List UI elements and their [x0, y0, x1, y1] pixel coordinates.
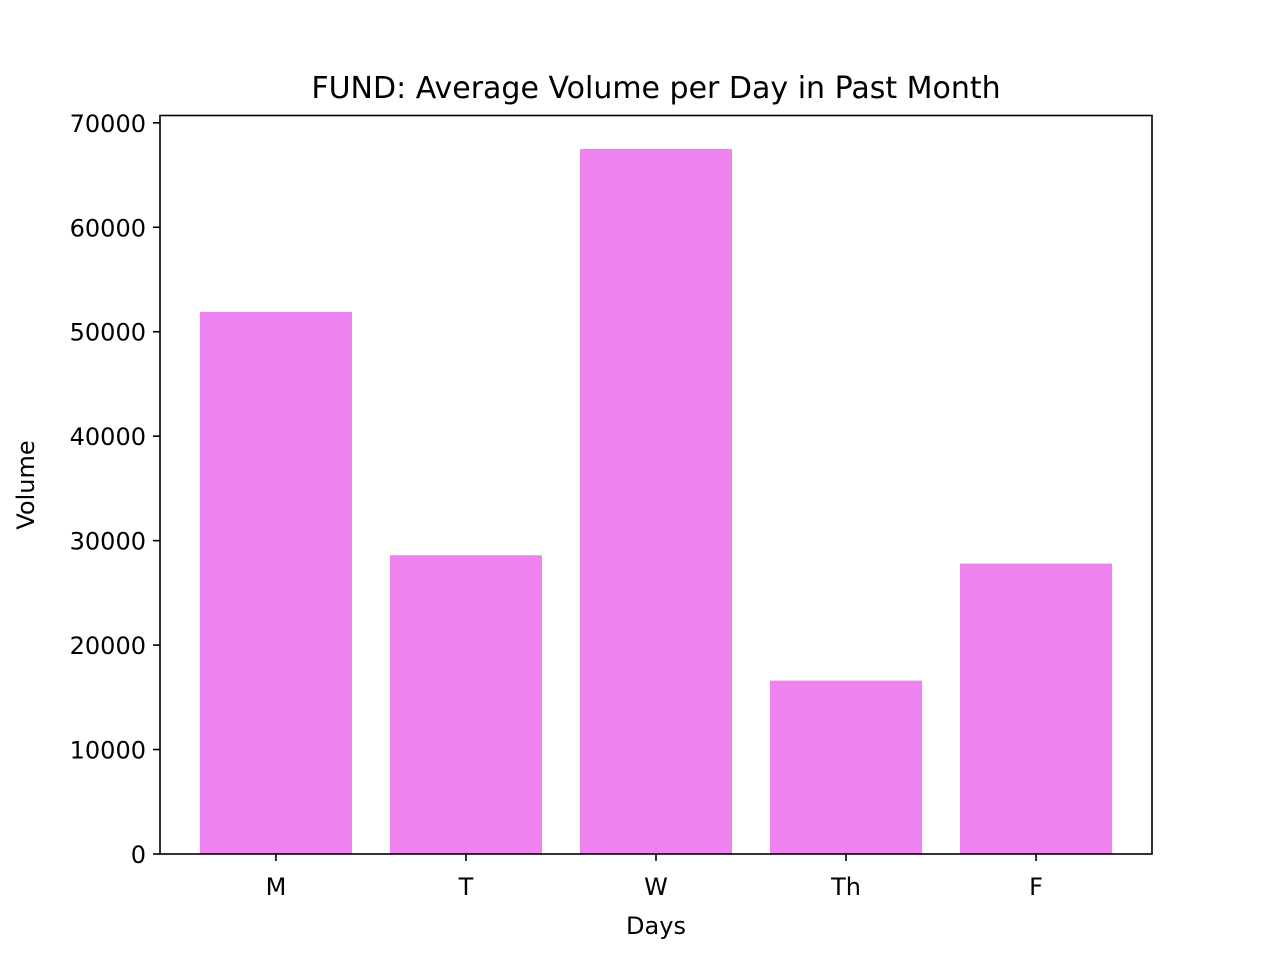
y-tick-label: 20000: [70, 632, 146, 660]
chart-title: FUND: Average Volume per Day in Past Mon…: [311, 71, 1000, 106]
bar-t: [389, 555, 542, 854]
y-tick-label: 60000: [70, 214, 146, 242]
bar-w: [579, 148, 733, 855]
y-tick-label: 10000: [70, 737, 146, 765]
y-tick-label: 70000: [70, 110, 146, 138]
y-tick-label: 30000: [70, 528, 146, 556]
x-axis-label: Days: [626, 912, 686, 940]
x-tick-label: T: [458, 873, 474, 901]
bar-f: [960, 563, 1113, 854]
x-tick-label: W: [644, 873, 668, 901]
x-axis-ticks: M T W Th F: [266, 854, 1043, 901]
y-axis-label: Volume: [12, 440, 40, 529]
bars-group: [199, 148, 1113, 855]
x-tick-label: Th: [830, 873, 861, 901]
y-tick-label: 40000: [70, 423, 146, 451]
x-tick-label: M: [266, 873, 287, 901]
y-tick-label: 0: [131, 841, 146, 869]
plot-frame: [159, 114, 1153, 855]
y-tick-label: 50000: [70, 319, 146, 347]
bar-m: [199, 311, 352, 855]
bar-th: [770, 680, 923, 854]
x-tick-label: F: [1029, 873, 1043, 901]
y-axis-ticks: 0 10000 20000 30000 40000 50000 60000 70000: [70, 110, 160, 869]
